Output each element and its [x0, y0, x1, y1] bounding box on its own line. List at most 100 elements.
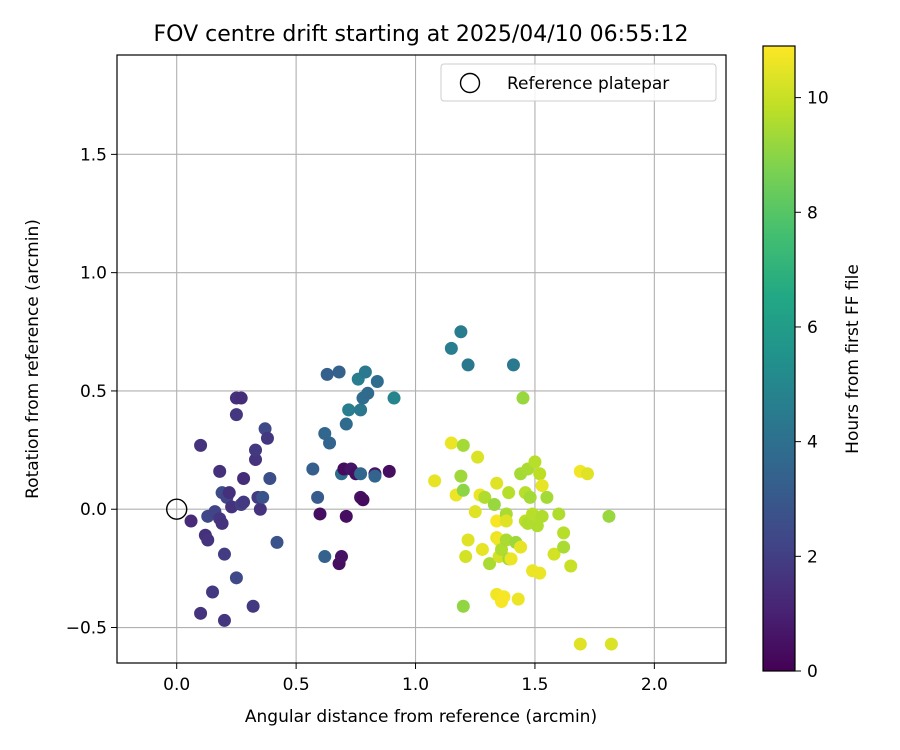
data-point	[502, 486, 516, 500]
data-point	[234, 391, 248, 405]
data-point	[270, 535, 284, 549]
data-point	[217, 613, 231, 627]
data-point	[428, 474, 442, 488]
reference-platepar-marker	[166, 498, 188, 520]
data-point	[356, 493, 370, 507]
colorbar-ticks: 0 2 4 6 8 10	[795, 89, 829, 682]
data-points	[184, 325, 618, 651]
colorbar-tick-label: 2	[807, 547, 818, 567]
x-tick-label: 0.0	[163, 675, 190, 695]
data-point	[483, 557, 497, 571]
data-point	[535, 479, 549, 493]
data-point	[528, 455, 542, 469]
data-point	[573, 637, 587, 651]
plot-frame	[116, 54, 727, 664]
colorbar-tick-label: 10	[807, 89, 829, 109]
data-point	[468, 505, 482, 519]
data-point	[456, 599, 470, 613]
data-point	[547, 547, 561, 561]
colorbar-tick-label: 6	[807, 318, 818, 338]
colorbar-tick-label: 8	[807, 203, 818, 223]
legend-box	[440, 63, 717, 102]
legend: Reference platepar	[440, 63, 717, 102]
data-point	[552, 507, 566, 521]
data-point	[222, 486, 236, 500]
data-point	[229, 571, 243, 585]
y-tick-label: 0.5	[80, 382, 107, 402]
y-tick-label: −0.5	[66, 619, 107, 639]
data-point	[334, 550, 348, 564]
data-point	[471, 450, 485, 464]
data-point	[490, 514, 504, 528]
data-point	[260, 431, 274, 445]
data-point	[215, 516, 229, 530]
data-point	[475, 542, 489, 556]
data-point	[490, 476, 504, 490]
x-axis-ticks: 0.0 0.5 1.0 1.5 2.0	[163, 663, 668, 695]
y-tick-label: 0.0	[80, 500, 107, 520]
data-point	[382, 464, 396, 478]
data-point	[461, 533, 475, 547]
data-point	[456, 483, 470, 497]
data-point	[533, 566, 547, 580]
data-point	[368, 469, 382, 483]
data-point	[263, 471, 277, 485]
data-point	[217, 547, 231, 561]
y-tick-label: 1.5	[80, 145, 107, 165]
x-tick-label: 0.5	[283, 675, 310, 695]
data-point	[184, 514, 198, 528]
data-point	[459, 550, 473, 564]
x-axis-label: Angular distance from reference (arcmin)	[245, 707, 597, 727]
data-point	[602, 509, 616, 523]
data-point	[511, 592, 525, 606]
colorbar-gradient	[762, 45, 796, 672]
data-point	[342, 403, 356, 417]
data-point	[557, 540, 571, 554]
data-point	[514, 540, 528, 554]
data-point	[444, 436, 458, 450]
data-point	[249, 453, 263, 467]
reference-marker-layer	[166, 498, 188, 520]
data-point	[313, 507, 327, 521]
data-point	[535, 509, 549, 523]
data-point	[320, 367, 334, 381]
data-point	[332, 365, 346, 379]
data-point	[253, 502, 267, 516]
data-point	[318, 550, 332, 564]
colorbar-tick-label: 0	[807, 662, 818, 682]
x-tick-label: 1.0	[402, 675, 429, 695]
y-axis-label: Rotation from reference (arcmin)	[23, 219, 43, 499]
data-point	[194, 606, 208, 620]
data-point	[213, 464, 227, 478]
data-point	[354, 403, 368, 417]
data-point	[504, 552, 518, 566]
data-point	[194, 438, 208, 452]
data-point	[229, 408, 243, 422]
data-point	[487, 497, 501, 511]
data-point	[444, 341, 458, 355]
data-point	[387, 391, 401, 405]
data-point	[323, 436, 337, 450]
data-point	[478, 490, 492, 504]
legend-label: Reference platepar	[507, 74, 669, 94]
colorbar-label: Hours from first FF file	[843, 264, 863, 454]
data-point	[206, 585, 220, 599]
data-point	[237, 471, 251, 485]
data-point	[506, 358, 520, 372]
data-point	[461, 358, 475, 372]
data-point	[533, 467, 547, 481]
colorbar-tick-label: 4	[807, 433, 818, 453]
data-point	[456, 438, 470, 452]
data-point	[497, 590, 511, 604]
data-point	[564, 559, 578, 573]
data-point	[237, 495, 251, 509]
data-point	[358, 365, 372, 379]
grid-lines	[117, 55, 726, 663]
data-point	[201, 533, 215, 547]
chart-title: FOV centre drift starting at 2025/04/10 …	[154, 22, 689, 47]
data-point	[246, 599, 260, 613]
data-point	[361, 386, 375, 400]
y-tick-label: 1.0	[80, 264, 107, 284]
colorbar: 0 2 4 6 8 10 Hours from first FF file	[762, 45, 863, 682]
